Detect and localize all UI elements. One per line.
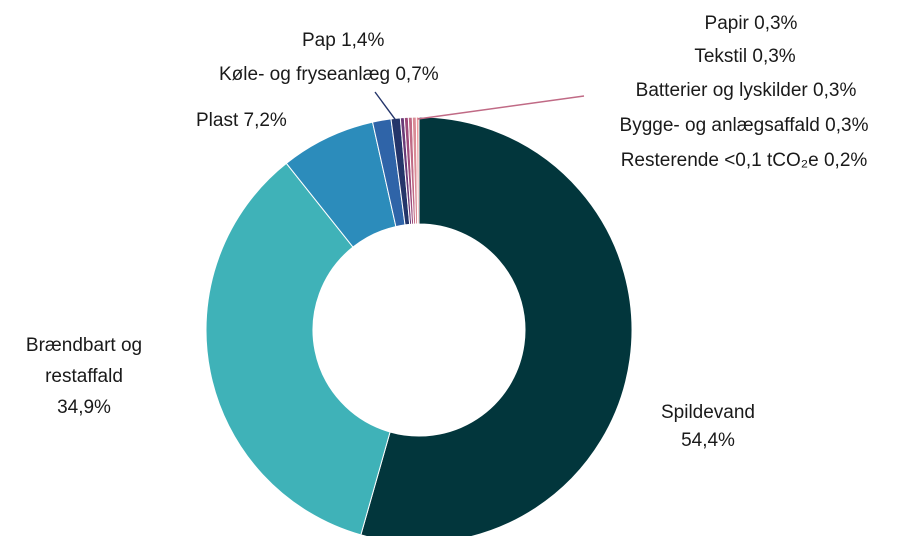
label-batterier-og-lyskilder: Batterier og lyskilder 0,3% [636, 80, 857, 101]
label-køle-og-fryseanlæg: Køle- og fryseanlæg 0,7% [219, 64, 439, 85]
label-tekstil: Tekstil 0,3% [694, 46, 795, 67]
slice-labels: Spildevand 54,4% Brændbart og restaffald 34,… [26, 13, 869, 451]
donut-slices [206, 117, 632, 536]
label-spildevand-value: 54,4% [681, 430, 735, 451]
leader-line-kole [375, 92, 396, 120]
label-brændbart-og-restaffald-value: 34,9% [57, 397, 111, 418]
label-resterende-0-1-tco-e: Resterende <0,1 tCO₂e 0,2% [621, 150, 868, 171]
label-pap: Pap 1,4% [302, 30, 384, 51]
label-brændbart-og-restaffald-line2: restaffald [45, 366, 123, 387]
label-spildevand: Spildevand [661, 402, 755, 423]
leader-line-small-slices [418, 96, 584, 119]
leader-lines [375, 92, 584, 120]
label-brændbart-og-restaffald-line1: Brændbart og [26, 335, 142, 356]
label-plast: Plast 7,2% [196, 110, 287, 131]
label-papir: Papir 0,3% [705, 13, 798, 34]
label-bygge-og-anlægsaffald: Bygge- og anlægsaffald 0,3% [620, 115, 869, 136]
